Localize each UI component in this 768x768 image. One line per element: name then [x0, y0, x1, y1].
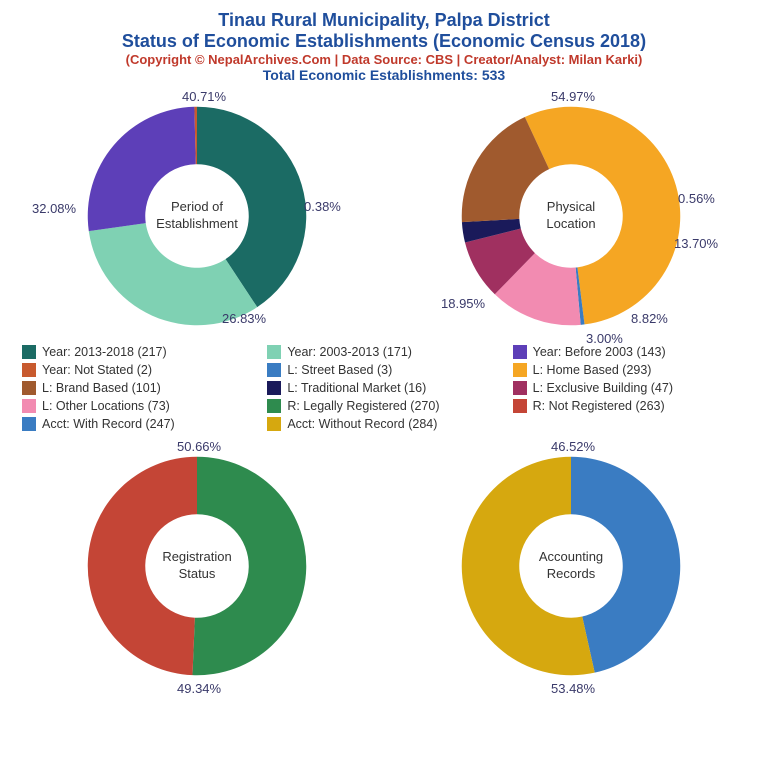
- subtitle: (Copyright © NepalArchives.Com | Data So…: [10, 52, 758, 67]
- legend-label: L: Other Locations (73): [42, 399, 170, 413]
- legend-label: Acct: With Record (247): [42, 417, 175, 431]
- legend-swatch: [513, 381, 527, 395]
- legend-swatch: [22, 417, 36, 431]
- legend-item: Acct: With Record (247): [22, 417, 255, 431]
- legend-item: L: Brand Based (101): [22, 381, 255, 395]
- legend-label: R: Legally Registered (270): [287, 399, 439, 413]
- chart-period: Period ofEstablishment 40.71% 32.08% 26.83%…: [10, 91, 384, 341]
- legend-swatch: [267, 381, 281, 395]
- legend-label: L: Home Based (293): [533, 363, 652, 377]
- chart-location: PhysicalLocation54.97%0.56%13.70%8.82%3.…: [384, 91, 758, 341]
- legend-item: L: Exclusive Building (47): [513, 381, 746, 395]
- legend-swatch: [267, 399, 281, 413]
- legend-label: L: Exclusive Building (47): [533, 381, 673, 395]
- charts-grid: Period ofEstablishment 40.71% 32.08% 26.83%…: [10, 91, 758, 691]
- chart-center-label: PhysicalLocation: [546, 199, 595, 233]
- legend-label: Year: Before 2003 (143): [533, 345, 666, 359]
- pct-label: 32.08%: [32, 201, 76, 216]
- chart-center-label: AccountingRecords: [539, 549, 603, 583]
- legend-item: L: Street Based (3): [267, 363, 500, 377]
- legend-item: L: Other Locations (73): [22, 399, 255, 413]
- legend-item: Year: Not Stated (2): [22, 363, 255, 377]
- chart-center-label: RegistrationStatus: [162, 549, 231, 583]
- pct-label: 13.70%: [674, 236, 718, 251]
- pct-label: 8.82%: [631, 311, 668, 326]
- legend-item: Acct: Without Record (284): [267, 417, 500, 431]
- pct-label: 50.66%: [177, 439, 221, 454]
- chart-center-label: Period ofEstablishment: [156, 199, 238, 233]
- legend-swatch: [22, 399, 36, 413]
- chart-accounting: AccountingRecords46.52%53.48%: [384, 441, 758, 691]
- pct-label: 0.56%: [678, 191, 715, 206]
- title-line-2: Status of Economic Establishments (Econo…: [10, 31, 758, 52]
- pct-label: 49.34%: [177, 681, 221, 696]
- legend-swatch: [22, 381, 36, 395]
- pct-label: 54.97%: [551, 89, 595, 104]
- pct-label: 40.71%: [182, 89, 226, 104]
- legend-item: R: Legally Registered (270): [267, 399, 500, 413]
- legend-label: Year: Not Stated (2): [42, 363, 152, 377]
- legend-swatch: [22, 345, 36, 359]
- legend: Year: 2013-2018 (217) Year: 2003-2013 (17…: [10, 341, 758, 441]
- header: Tinau Rural Municipality, Palpa District…: [10, 10, 758, 83]
- pct-label: 3.00%: [586, 331, 623, 346]
- legend-swatch: [267, 417, 281, 431]
- legend-item: Year: 2003-2013 (171): [267, 345, 500, 359]
- legend-label: R: Not Registered (263): [533, 399, 665, 413]
- pct-label: 46.52%: [551, 439, 595, 454]
- legend-item: L: Home Based (293): [513, 363, 746, 377]
- legend-label: L: Street Based (3): [287, 363, 392, 377]
- legend-label: Acct: Without Record (284): [287, 417, 437, 431]
- pct-label: 53.48%: [551, 681, 595, 696]
- legend-swatch: [513, 345, 527, 359]
- legend-swatch: [267, 345, 281, 359]
- pct-label: 26.83%: [222, 311, 266, 326]
- legend-swatch: [22, 363, 36, 377]
- legend-swatch: [513, 363, 527, 377]
- legend-item: Year: Before 2003 (143): [513, 345, 746, 359]
- pct-label: 18.95%: [441, 296, 485, 311]
- chart-registration: RegistrationStatus50.66%49.34%: [10, 441, 384, 691]
- legend-label: L: Brand Based (101): [42, 381, 161, 395]
- legend-item: Year: 2013-2018 (217): [22, 345, 255, 359]
- legend-item: R: Not Registered (263): [513, 399, 746, 413]
- legend-label: L: Traditional Market (16): [287, 381, 426, 395]
- legend-label: Year: 2003-2013 (171): [287, 345, 412, 359]
- legend-item: L: Traditional Market (16): [267, 381, 500, 395]
- legend-label: Year: 2013-2018 (217): [42, 345, 167, 359]
- legend-swatch: [513, 399, 527, 413]
- total-establishments: Total Economic Establishments: 533: [10, 67, 758, 83]
- title-line-1: Tinau Rural Municipality, Palpa District: [10, 10, 758, 31]
- donut-slice: [89, 223, 257, 325]
- pct-label: 0.38%: [304, 199, 341, 214]
- legend-swatch: [267, 363, 281, 377]
